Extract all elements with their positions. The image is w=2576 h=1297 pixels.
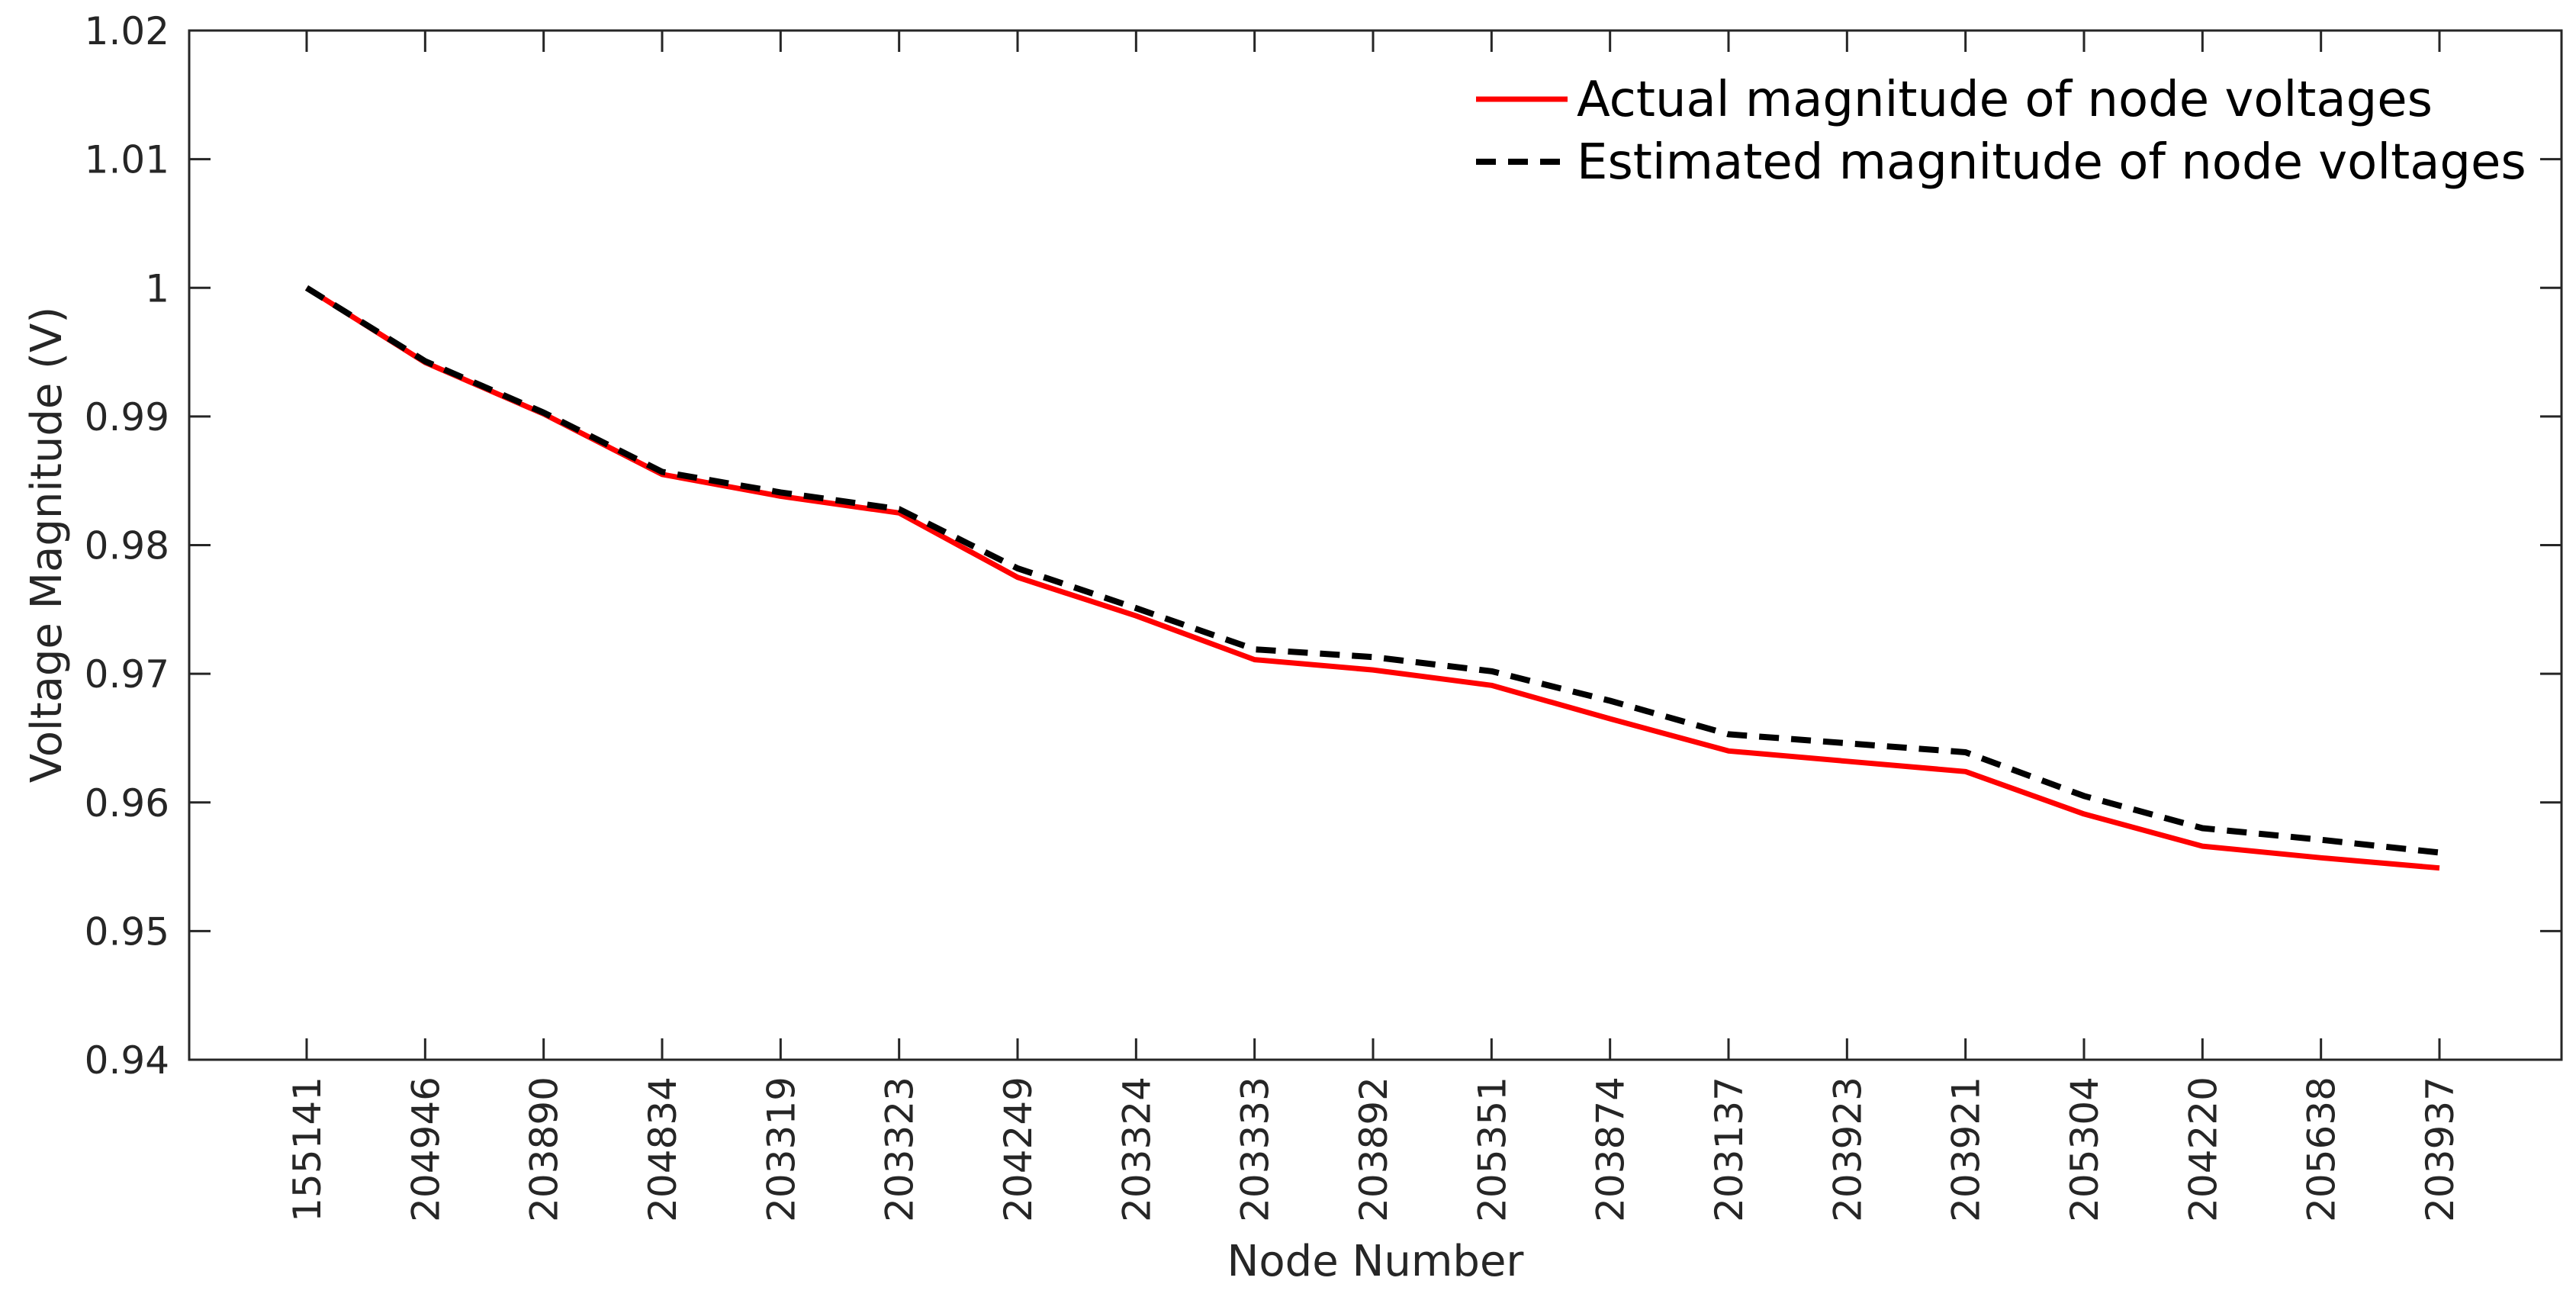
y-axis-title: Voltage Magnitude (V) bbox=[22, 307, 72, 783]
x-tick-label: 205304 bbox=[2063, 1077, 2107, 1222]
x-tick-label: 205638 bbox=[2300, 1077, 2344, 1222]
x-tick-label: 203923 bbox=[1825, 1077, 1870, 1222]
x-tick-label: 204249 bbox=[996, 1077, 1040, 1222]
legend: Actual magnitude of node voltages Estimat… bbox=[1476, 72, 2526, 191]
legend-label-2: Estimated magnitude of node voltages bbox=[1577, 134, 2526, 191]
x-tick-label: 203319 bbox=[759, 1077, 803, 1222]
y-tick-label: 0.95 bbox=[85, 909, 169, 954]
y-tick-label: 1.02 bbox=[85, 9, 169, 53]
x-tick-label: 203874 bbox=[1589, 1077, 1633, 1222]
x-tick-label: 203890 bbox=[523, 1077, 567, 1222]
x-tick-label: 204946 bbox=[404, 1077, 448, 1222]
x-tick-label: 203937 bbox=[2418, 1077, 2462, 1222]
y-tick-label: 0.94 bbox=[85, 1038, 169, 1083]
x-axis: 155141 204946 203890 204834 203319 203323 2042… bbox=[285, 31, 2462, 1222]
y-axis: 0.94 0.95 0.96 0.97 0.98 0.99 1 1.01 1.02 bbox=[85, 9, 2562, 1083]
x-axis-title: Node Number bbox=[1227, 1237, 1525, 1286]
x-tick-label: 203892 bbox=[1352, 1077, 1396, 1222]
x-tick-label: 205351 bbox=[1470, 1077, 1514, 1222]
x-tick-label: 203921 bbox=[1944, 1077, 1989, 1222]
series-layer bbox=[304, 285, 2440, 871]
legend-label-1: Actual magnitude of node voltages bbox=[1577, 72, 2433, 128]
x-tick-label: 155141 bbox=[285, 1077, 330, 1222]
x-tick-label: 204220 bbox=[2181, 1077, 2225, 1222]
series-line-2 bbox=[304, 285, 2440, 856]
y-tick-label: 0.99 bbox=[85, 395, 169, 439]
y-tick-label: 0.96 bbox=[85, 781, 169, 826]
y-tick-label: 0.98 bbox=[85, 524, 169, 568]
y-tick-label: 1.01 bbox=[85, 138, 169, 182]
x-tick-label: 203333 bbox=[1233, 1077, 1278, 1222]
x-tick-label: 203323 bbox=[878, 1077, 922, 1222]
plot-area bbox=[188, 29, 2563, 1061]
x-tick-label: 203137 bbox=[1707, 1077, 1751, 1222]
x-tick-label: 203324 bbox=[1114, 1077, 1159, 1222]
y-tick-label: 0.97 bbox=[85, 652, 169, 697]
y-tick-label: 1 bbox=[145, 266, 169, 311]
x-tick-label: 204834 bbox=[641, 1077, 685, 1222]
